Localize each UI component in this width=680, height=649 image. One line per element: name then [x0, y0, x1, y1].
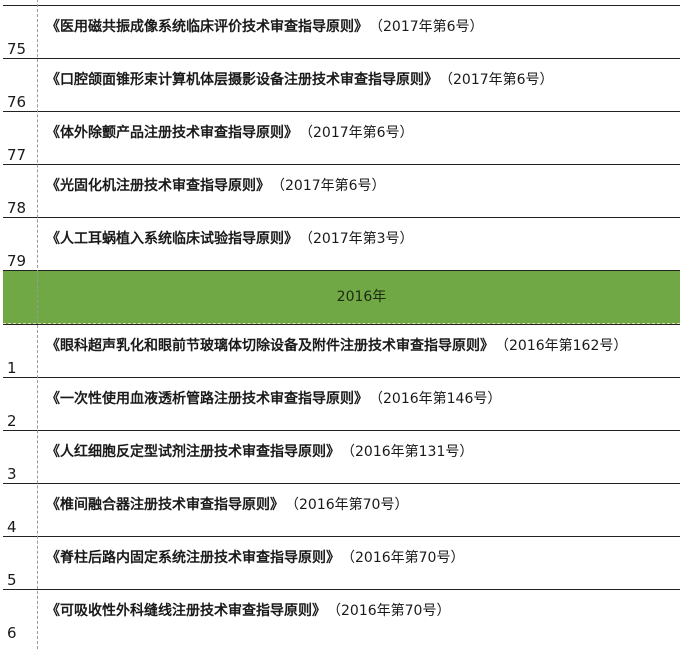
guideline-cell: 《脊柱后路内固定系统注册技术审查指导原则》 （2016年第70号）	[46, 548, 672, 569]
document-code: （2017年第6号）	[278, 178, 386, 194]
document-code: （2017年第6号）	[376, 19, 484, 35]
document-code: （2017年第6号）	[446, 72, 554, 88]
document-code: （2016年第70号）	[348, 550, 465, 566]
document-code: （2016年第70号）	[334, 603, 451, 619]
guideline-cell: 《眼科超声乳化和眼前节玻璃体切除设备及附件注册技术审查指导原则》 （2016年第1…	[46, 336, 672, 357]
guideline-cell: 《椎间融合器注册技术审查指导原则》 （2016年第70号）	[46, 495, 672, 516]
guideline-title: 《一次性使用血液透析管路注册技术审查指导原则》	[46, 391, 368, 407]
row-number: 76	[7, 93, 27, 111]
row-number: 3	[7, 465, 17, 483]
table-row: 78 《光固化机注册技术审查指导原则》 （2017年第6号）	[3, 164, 680, 217]
row-number: 1	[7, 359, 17, 377]
row-number: 4	[7, 518, 17, 536]
table-row: 79 《人工耳蜗植入系统临床试验指导原则》 （2017年第3号）	[3, 217, 680, 270]
row-number: 6	[7, 624, 17, 642]
table-row: 4 《椎间融合器注册技术审查指导原则》 （2016年第70号）	[3, 483, 680, 536]
column-divider	[37, 0, 38, 649]
guideline-title: 《人工耳蜗植入系统临床试验指导原则》	[46, 231, 298, 247]
guideline-cell: 《可吸收性外科缝线注册技术审查指导原则》 （2016年第70号）	[46, 601, 672, 622]
guideline-title: 《人红细胞反定型试剂注册技术审查指导原则》	[46, 444, 340, 460]
document-code: （2016年第162号）	[502, 338, 628, 354]
row-number: 78	[7, 199, 27, 217]
guideline-title: 《口腔颌面锥形束计算机体层摄影设备注册技术审查指导原则》	[46, 72, 438, 88]
guideline-cell: 《医用磁共振成像系统临床评价技术审查指导原则》 （2017年第6号）	[46, 17, 672, 38]
table-row: 77 《体外除颤产品注册技术审查指导原则》 （2017年第6号）	[3, 111, 680, 164]
guideline-cell: 《一次性使用血液透析管路注册技术审查指导原则》 （2016年第146号）	[46, 389, 672, 410]
guideline-cell: 《人红细胞反定型试剂注册技术审查指导原则》 （2016年第131号）	[46, 442, 672, 463]
guideline-title: 《光固化机注册技术审查指导原则》	[46, 178, 270, 194]
table-row: 6 《可吸收性外科缝线注册技术审查指导原则》 （2016年第70号）	[3, 589, 680, 642]
row-number: 75	[7, 40, 27, 58]
document-code: （2016年第146号）	[376, 391, 502, 407]
guideline-title: 《医用磁共振成像系统临床评价技术审查指导原则》	[46, 19, 368, 35]
table-row: 3 《人红细胞反定型试剂注册技术审查指导原则》 （2016年第131号）	[3, 430, 680, 483]
row-number: 79	[7, 252, 27, 270]
guidelines-table: 75 《医用磁共振成像系统临床评价技术审查指导原则》 （2017年第6号） 76 《口腔…	[3, 0, 680, 649]
table-row: 5 《脊柱后路内固定系统注册技术审查指导原则》 （2016年第70号）	[3, 536, 680, 589]
table-row: 76 《口腔颌面锥形束计算机体层摄影设备注册技术审查指导原则》 （2017年第6号）	[3, 58, 680, 111]
guideline-title: 《体外除颤产品注册技术审查指导原则》	[46, 125, 298, 141]
document-code: （2016年第131号）	[348, 444, 474, 460]
guideline-cell: 《口腔颌面锥形束计算机体层摄影设备注册技术审查指导原则》 （2017年第6号）	[46, 70, 672, 91]
row-number: 77	[7, 146, 27, 164]
guideline-cell: 《光固化机注册技术审查指导原则》 （2017年第6号）	[46, 176, 672, 197]
table-row: 75 《医用磁共振成像系统临床评价技术审查指导原则》 （2017年第6号）	[3, 5, 680, 58]
document-code: （2016年第70号）	[292, 497, 409, 513]
row-number: 2	[7, 412, 17, 430]
guideline-title: 《可吸收性外科缝线注册技术审查指导原则》	[46, 603, 326, 619]
guideline-cell: 《人工耳蜗植入系统临床试验指导原则》 （2017年第3号）	[46, 229, 672, 250]
document-code: （2017年第6号）	[306, 125, 414, 141]
table-row: 1 《眼科超声乳化和眼前节玻璃体切除设备及附件注册技术审查指导原则》 （2016年第…	[3, 324, 680, 377]
row-number: 5	[7, 571, 17, 589]
year-header-row: 2016年	[3, 270, 680, 324]
table-row: 2 《一次性使用血液透析管路注册技术审查指导原则》 （2016年第146号）	[3, 377, 680, 430]
guideline-title: 《眼科超声乳化和眼前节玻璃体切除设备及附件注册技术审查指导原则》	[46, 338, 494, 354]
guideline-cell: 《体外除颤产品注册技术审查指导原则》 （2017年第6号）	[46, 123, 672, 144]
document-code: （2017年第3号）	[306, 231, 414, 247]
guideline-title: 《脊柱后路内固定系统注册技术审查指导原则》	[46, 550, 340, 566]
guideline-title: 《椎间融合器注册技术审查指导原则》	[46, 497, 284, 513]
year-header: 2016年	[336, 289, 387, 305]
